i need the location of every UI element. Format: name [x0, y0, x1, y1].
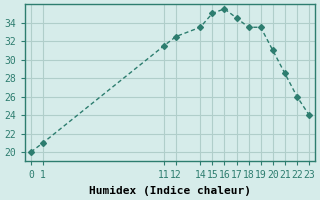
- X-axis label: Humidex (Indice chaleur): Humidex (Indice chaleur): [89, 186, 251, 196]
